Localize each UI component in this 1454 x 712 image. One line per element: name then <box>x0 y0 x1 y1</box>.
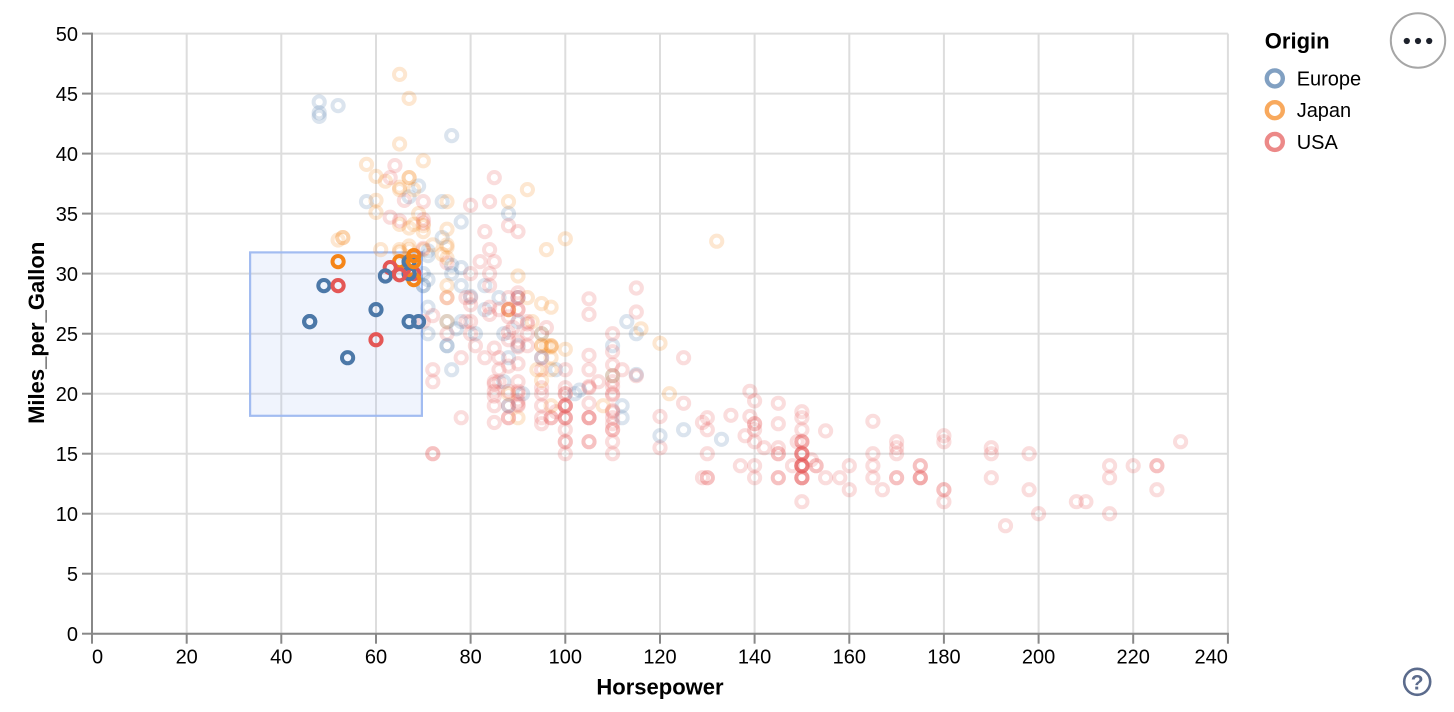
svg-text:100: 100 <box>549 647 582 669</box>
svg-text:40: 40 <box>56 144 78 166</box>
svg-text:20: 20 <box>56 384 78 406</box>
svg-text:180: 180 <box>927 647 960 669</box>
svg-text:120: 120 <box>643 647 676 669</box>
svg-text:60: 60 <box>365 647 387 669</box>
svg-text:Japan: Japan <box>1297 100 1352 122</box>
svg-text:220: 220 <box>1117 647 1150 669</box>
svg-text:160: 160 <box>833 647 866 669</box>
svg-text:80: 80 <box>459 647 481 669</box>
svg-text:40: 40 <box>270 647 292 669</box>
svg-text:0: 0 <box>92 647 103 669</box>
svg-text:Miles_per_Gallon: Miles_per_Gallon <box>24 242 49 424</box>
svg-text:USA: USA <box>1297 132 1339 154</box>
svg-text:30: 30 <box>56 264 78 286</box>
svg-text:15: 15 <box>56 444 78 466</box>
svg-text:140: 140 <box>738 647 771 669</box>
svg-text:25: 25 <box>56 324 78 346</box>
svg-text:Origin: Origin <box>1265 29 1330 54</box>
svg-text:?: ? <box>1411 671 1424 694</box>
svg-text:240: 240 <box>1195 647 1228 669</box>
svg-text:35: 35 <box>56 204 78 226</box>
svg-text:45: 45 <box>56 84 78 106</box>
svg-text:50: 50 <box>56 24 78 46</box>
svg-text:5: 5 <box>67 564 78 586</box>
svg-text:10: 10 <box>56 504 78 526</box>
svg-text:200: 200 <box>1022 647 1055 669</box>
svg-text:20: 20 <box>176 647 198 669</box>
svg-text:0: 0 <box>67 624 78 646</box>
svg-text:Horsepower: Horsepower <box>596 675 724 700</box>
svg-text:Europe: Europe <box>1297 68 1362 90</box>
